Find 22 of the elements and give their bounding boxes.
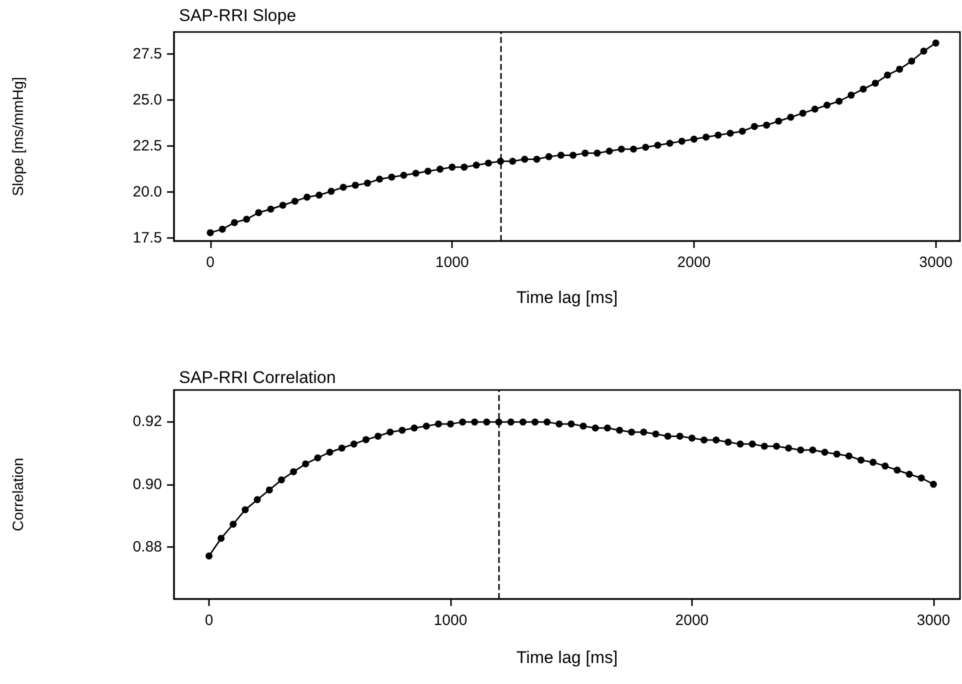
chart-title: SAP-RRI Slope (179, 6, 296, 25)
x-axis-title: Time lag [ms] (516, 648, 618, 667)
x-tick-label: 2000 (675, 612, 709, 629)
y-axis-title: Slope [ms/mmHg] (10, 76, 27, 196)
y-tick-label: 0.90 (132, 476, 162, 493)
x-tick-label: 3000 (919, 254, 953, 271)
y-tick-label: 0.88 (132, 538, 162, 556)
x-tick-label: 3000 (916, 612, 950, 629)
x-tick-label: 1000 (435, 254, 469, 271)
x-tick-label: 2000 (677, 254, 711, 271)
x-tick-label: 0 (206, 254, 214, 271)
x-axis-title: Time lag [ms] (516, 288, 618, 307)
y-axis-title: Correlation (10, 458, 27, 532)
y-tick-label: 0.92 (132, 412, 162, 430)
y-tick-label: 27.5 (132, 46, 162, 63)
y-tick-label: 25.0 (132, 92, 162, 109)
x-tick-label: 1000 (434, 612, 468, 629)
y-tick-label: 22.5 (132, 138, 162, 155)
y-tick-label: 17.5 (132, 230, 162, 247)
y-tick-label: 20.0 (132, 184, 162, 201)
x-tick-label: 0 (204, 612, 214, 629)
chart-title: SAP-RRI Correlation (179, 368, 336, 387)
